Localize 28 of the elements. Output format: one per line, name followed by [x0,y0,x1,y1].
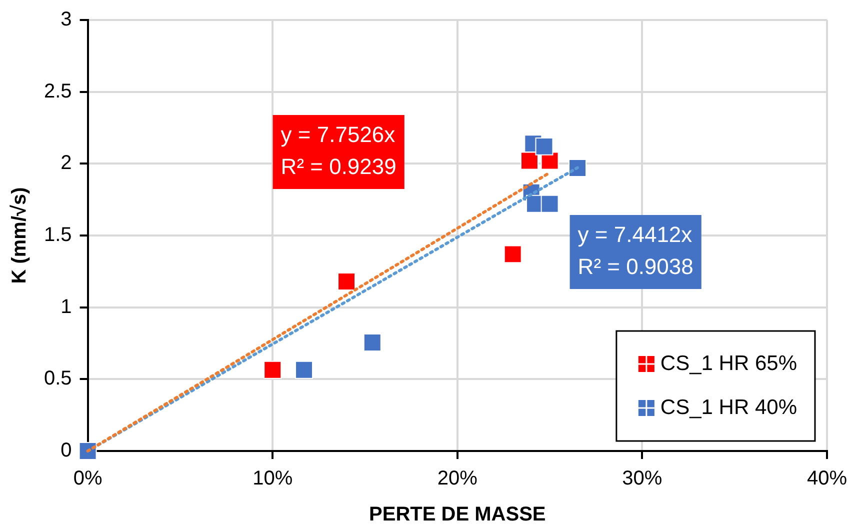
x-tick-label: 20% [437,468,478,490]
x-tick-label: 30% [622,468,662,490]
y-tick-label: 1 [60,296,72,318]
y-tick-label: 0 [60,440,72,462]
point [540,194,559,213]
x-tick-label: 10% [252,468,293,490]
y-tick-label: 2.5 [44,80,72,102]
point [363,334,382,352]
point [568,158,586,177]
point [520,152,538,170]
y-axis-title: K (mm/√s) [8,187,31,284]
y-tick-label: 1.5 [44,224,72,246]
y-tick-label: 3 [60,8,72,31]
point [535,137,554,156]
y-tick-label: 0.5 [44,368,72,390]
annotation: y = 7.4412x R² = 0.9038 [578,222,694,280]
x-axis-title: PERTE DE MASSE [369,504,546,526]
point [78,442,97,460]
legend-label: CS_1 HR 65% [660,352,797,375]
legend-label: CS_1 HR 40% [660,396,797,419]
x-tick-label: 0% [73,468,102,490]
y-tick-label: 2 [60,152,72,174]
annotation: y = 7.7526x R² = 0.9239 [280,122,396,180]
point [295,360,313,379]
x-tick-label: 40% [806,468,848,490]
point [504,245,522,264]
point [264,360,282,379]
point [338,272,356,290]
